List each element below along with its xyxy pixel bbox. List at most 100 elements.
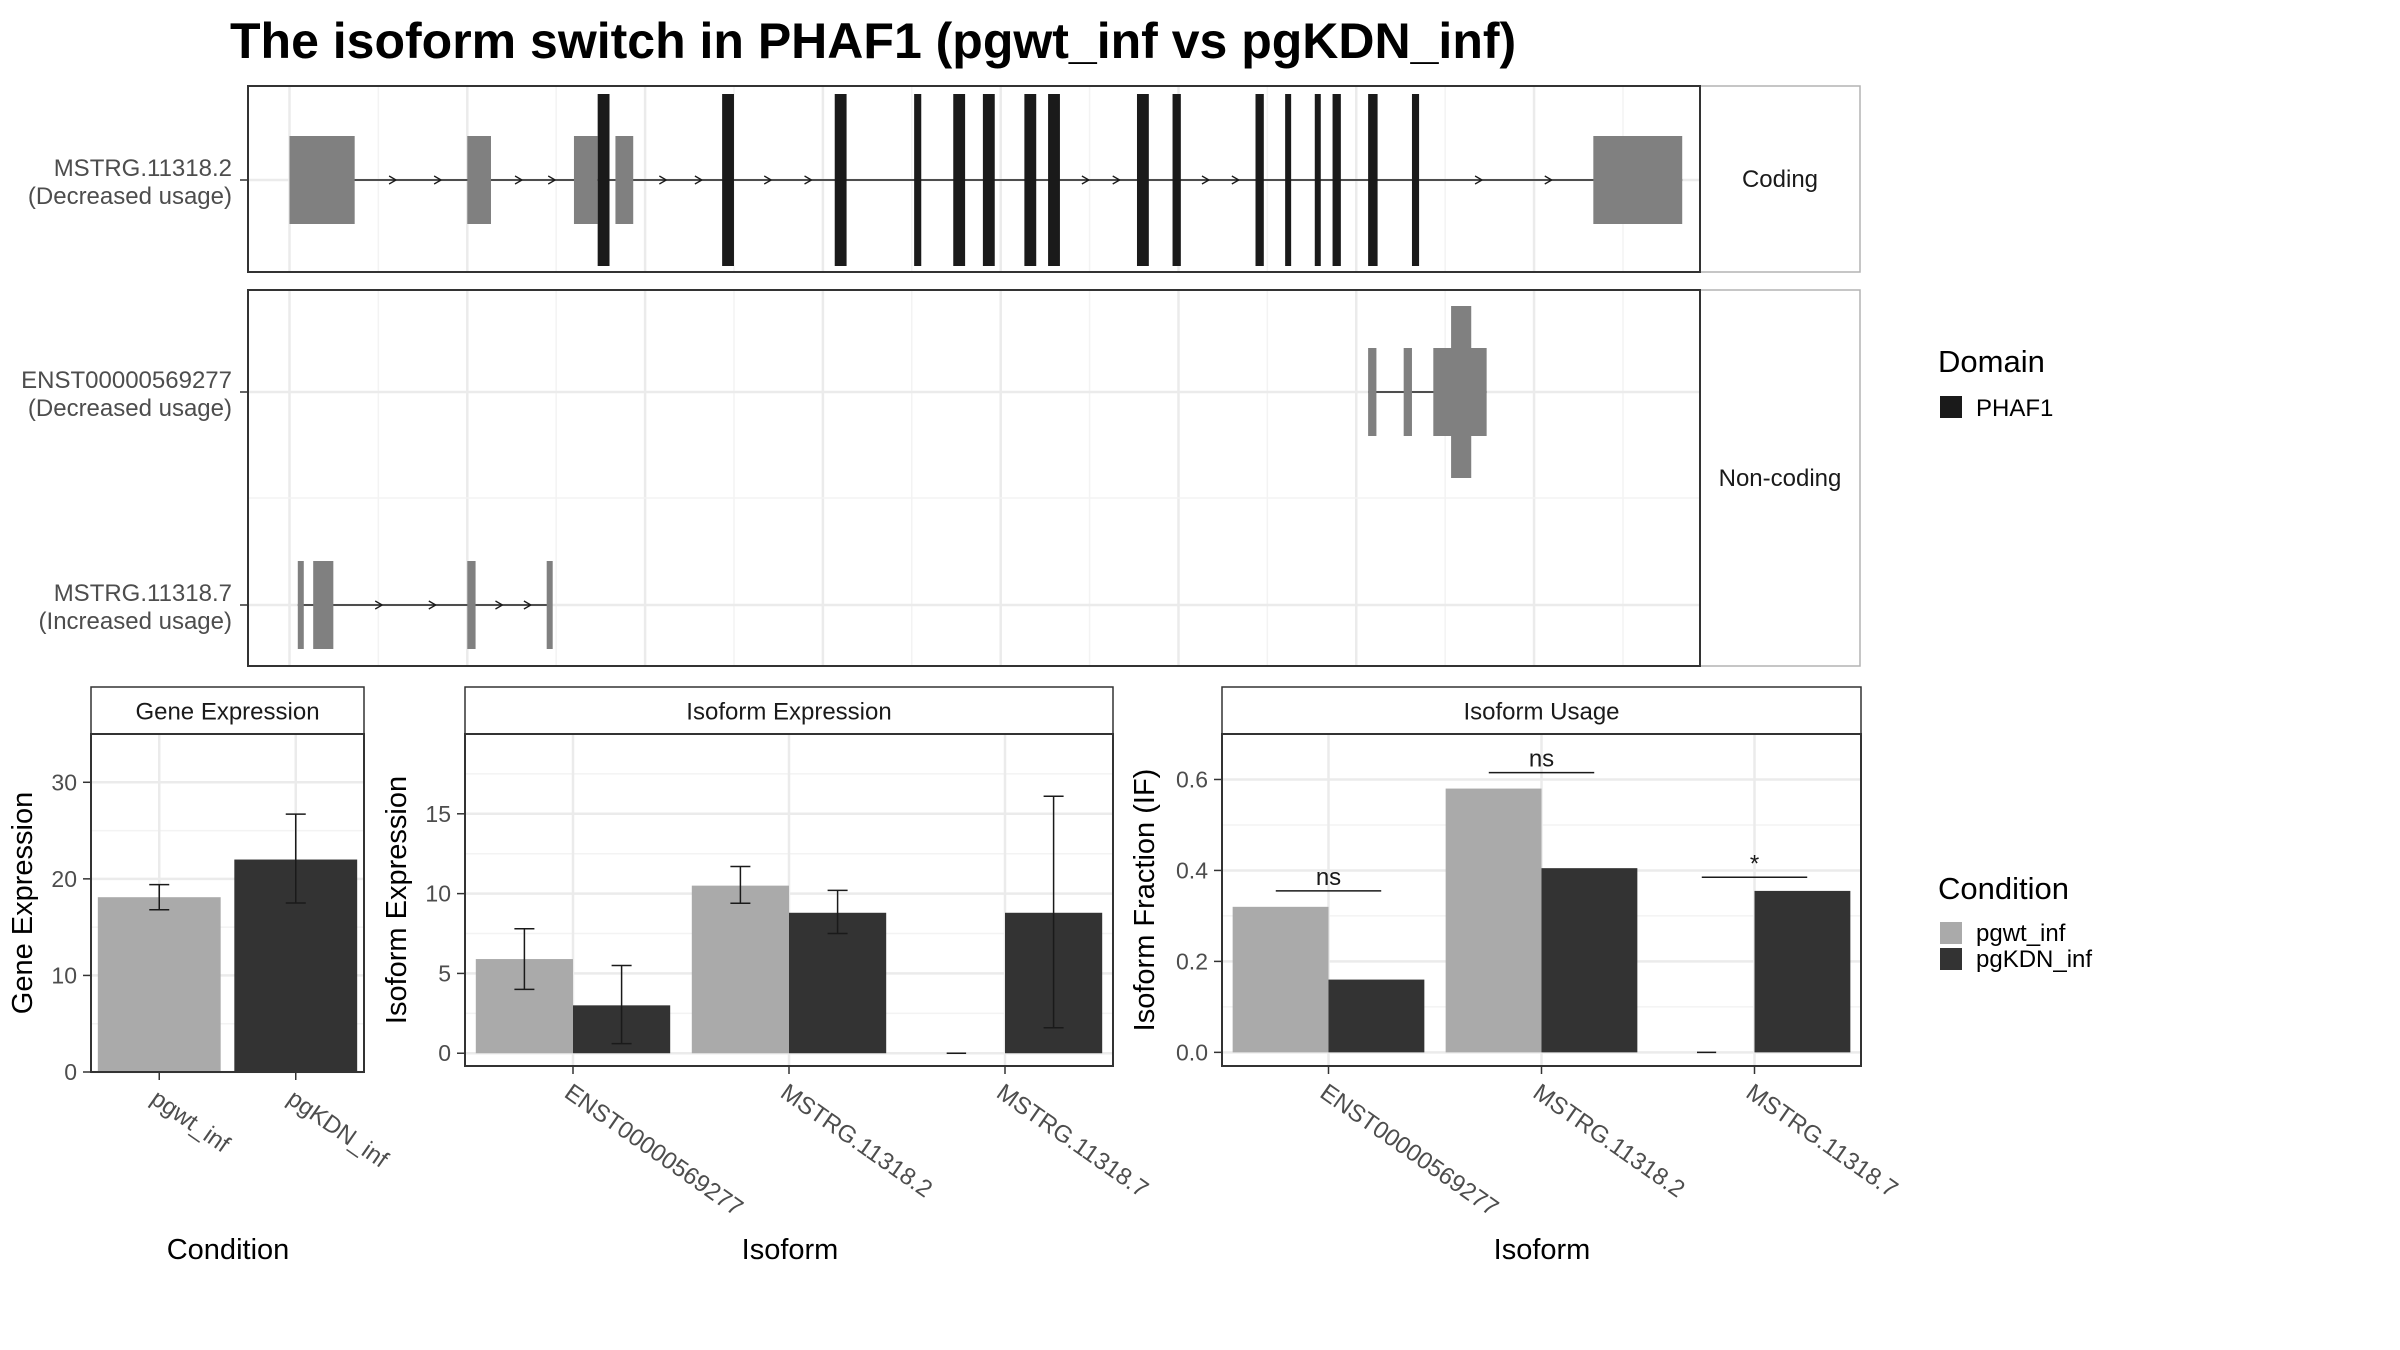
direction-arrow — [374, 600, 384, 610]
panel-title: Isoform Expression — [686, 699, 891, 726]
gene-expression-panel: Gene Expression 0 10 20 30 pgwt_inf pgKDN_inf G… — [7, 686, 393, 1266]
x-tick-label: MSTRG.11318.2 — [1528, 1079, 1690, 1203]
facet-strip-label: Non-coding — [1719, 465, 1842, 492]
x-axis-label: Isoform — [1494, 1234, 1591, 1266]
y-tick-label: 0.0 — [1176, 1039, 1208, 1065]
domain-exon — [834, 94, 847, 266]
legend-label: PHAF1 — [1976, 395, 2053, 422]
isoform-usage-panel: Isoform Usage 0.0 0.2 0.4 0.6 ns ns * ENST000005… — [1129, 686, 1903, 1266]
x-tick-label: MSTRG.11318.7 — [1741, 1079, 1903, 1203]
x-tick-label: pgKDN_inf — [282, 1085, 393, 1174]
domain-exon — [1314, 94, 1321, 266]
domain-exon — [1411, 94, 1420, 266]
x-tick-label: MSTRG.11318.2 — [776, 1079, 938, 1203]
facet-strip — [1699, 85, 1861, 273]
x-axis-label: Condition — [167, 1234, 290, 1266]
domain-exon — [953, 94, 966, 266]
bar — [691, 885, 789, 1054]
y-tick-label: 15 — [425, 801, 451, 827]
structure-panel-border — [247, 289, 1701, 667]
panel-title: Isoform Usage — [1463, 699, 1619, 726]
x-tick-label: ENST00000569277 — [1315, 1079, 1503, 1222]
direction-arrow — [1544, 175, 1554, 185]
structure-plot-area — [248, 290, 1700, 666]
direction-arrow — [694, 175, 704, 185]
domain-exon — [1255, 94, 1264, 266]
figure-title: The isoform switch in PHAF1 (pgwt_inf vs… — [230, 13, 1516, 69]
facet-strip — [1699, 289, 1861, 667]
legend-title: Domain — [1938, 344, 2045, 379]
legend-label: pgKDN_inf — [1976, 946, 2092, 973]
domain-exon — [1048, 94, 1060, 266]
direction-arrow — [547, 175, 557, 185]
utr-exon — [289, 136, 355, 224]
bar — [97, 897, 221, 1072]
isoform-label: (Decreased usage) — [28, 183, 232, 210]
bar — [1754, 890, 1851, 1053]
legend-swatch — [1940, 922, 1962, 944]
direction-arrow — [433, 175, 443, 185]
direction-arrow — [388, 175, 398, 185]
noncoding-exon — [1403, 348, 1412, 436]
isoform-label: ENST00000569277 — [21, 367, 232, 394]
y-axis-label: Isoform Expression — [381, 776, 413, 1024]
direction-arrow — [1081, 175, 1091, 185]
panel-strip — [1221, 686, 1862, 735]
y-tick-label: 10 — [425, 881, 451, 907]
y-tick-label: 0 — [438, 1040, 451, 1066]
isoform-label: MSTRG.11318.2 — [54, 155, 232, 182]
isoform-label: (Decreased usage) — [28, 395, 232, 422]
domain-exon — [914, 94, 922, 266]
y-tick-label: 20 — [51, 866, 77, 892]
x-tick-label: ENST00000569277 — [560, 1079, 748, 1222]
noncoding-exon — [313, 561, 334, 649]
utr-exon — [467, 136, 491, 224]
domain-exon — [722, 94, 734, 266]
noncoding-exon — [546, 561, 553, 649]
y-tick-label: 0.6 — [1176, 766, 1208, 792]
legend-label: pgwt_inf — [1976, 920, 2066, 947]
y-axis-label: Isoform Fraction (IF) — [1129, 769, 1161, 1032]
noncoding-exon — [1368, 348, 1377, 436]
noncoding-exon — [467, 561, 476, 649]
x-tick-label: pgwt_inf — [146, 1085, 235, 1159]
direction-arrow — [1474, 175, 1484, 185]
domain-exon — [1136, 94, 1149, 266]
utr-exon — [573, 136, 598, 224]
direction-arrow — [523, 600, 533, 610]
utr-exon — [1593, 136, 1683, 224]
bar — [1328, 979, 1425, 1053]
plot-border — [90, 733, 365, 1073]
y-tick-label: 0 — [64, 1059, 77, 1085]
domain-exon — [597, 94, 610, 266]
structure-panel-border — [247, 85, 1701, 273]
legend-swatch — [1940, 396, 1962, 418]
direction-arrow — [763, 175, 773, 185]
y-tick-label: 5 — [438, 960, 451, 986]
significance-label: * — [1750, 850, 1759, 877]
bar — [1445, 788, 1542, 1053]
noncoding-exon — [1451, 306, 1472, 478]
x-axis-label: Isoform — [742, 1234, 839, 1266]
direction-arrow — [495, 600, 504, 610]
isoform-label: (Increased usage) — [39, 608, 232, 635]
y-tick-label: 0.4 — [1176, 857, 1208, 883]
direction-arrow — [428, 600, 438, 610]
direction-arrow — [1201, 175, 1211, 185]
y-tick-label: 30 — [51, 769, 77, 795]
y-tick-label: 10 — [51, 962, 77, 988]
direction-arrow — [659, 175, 668, 185]
bar — [789, 912, 887, 1054]
direction-arrow — [804, 175, 813, 185]
domain-exon — [982, 94, 995, 266]
significance-label: ns — [1529, 746, 1554, 773]
direction-arrow — [1231, 175, 1241, 185]
panel-title: Gene Expression — [135, 699, 319, 726]
facet-strip-label: Coding — [1742, 166, 1818, 193]
x-tick-label: MSTRG.11318.7 — [992, 1079, 1154, 1203]
panel-strip — [90, 686, 365, 735]
